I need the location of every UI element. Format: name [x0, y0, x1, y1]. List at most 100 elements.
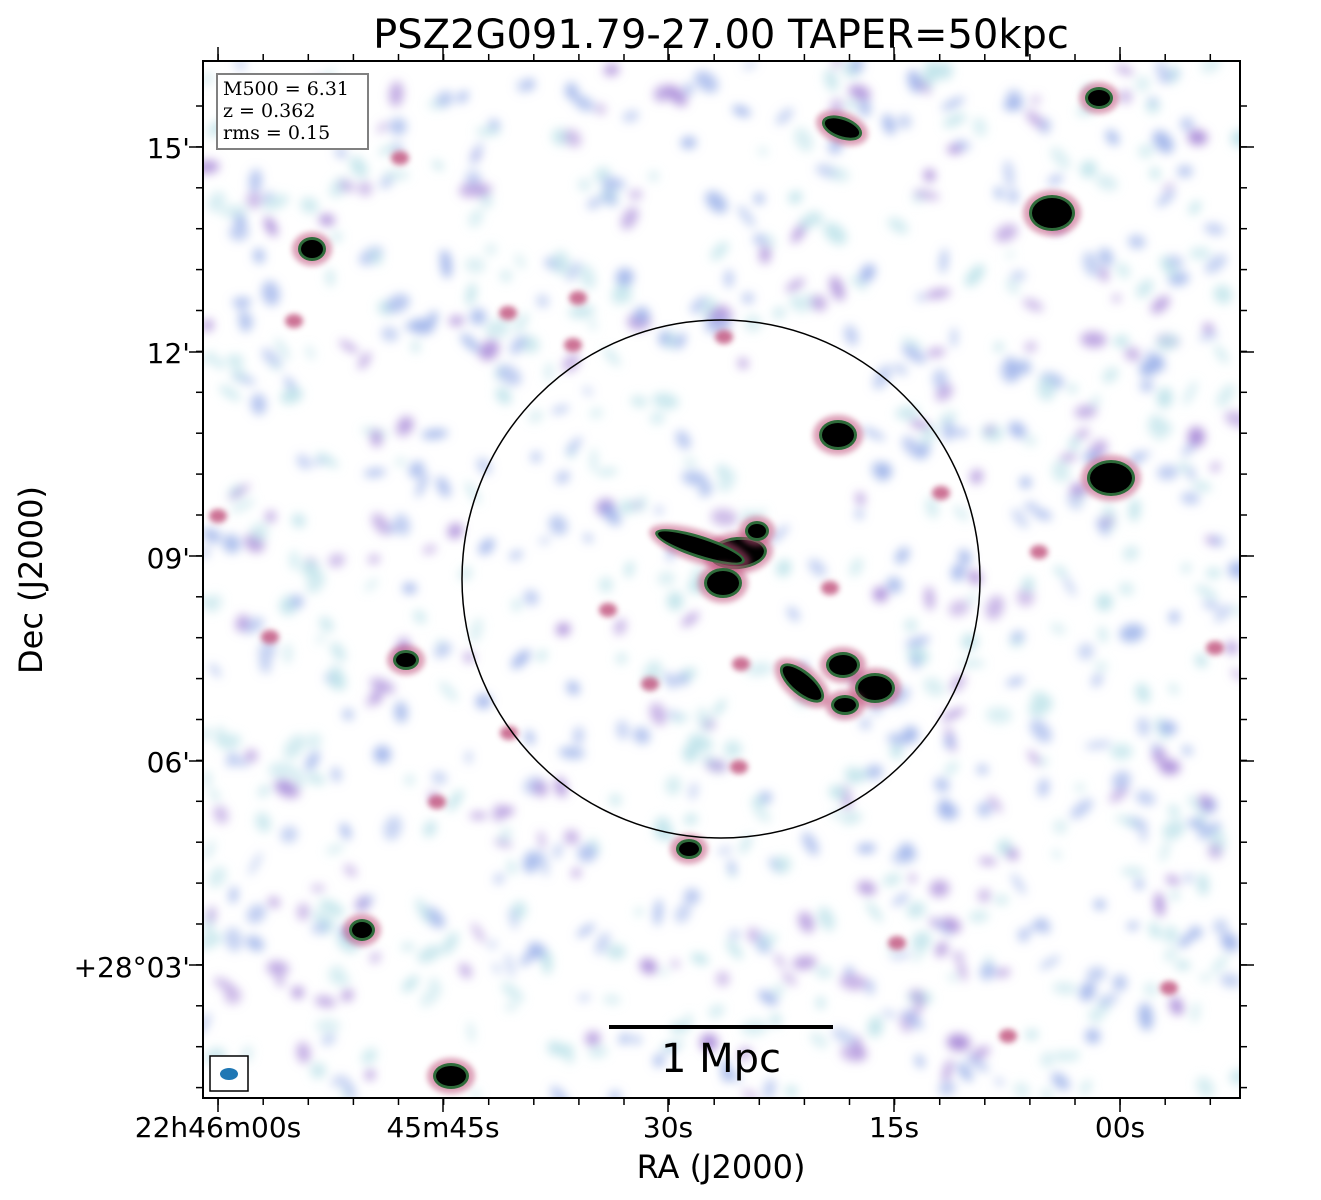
noise-blob	[1214, 604, 1233, 623]
noise-blob	[1152, 130, 1174, 154]
noise-blob	[310, 1062, 326, 1079]
noise-blob	[903, 1009, 924, 1030]
noise-blob	[572, 726, 585, 745]
noise-blob	[855, 509, 864, 519]
noise-blob	[341, 1076, 357, 1098]
noise-blob	[1169, 64, 1179, 84]
noise-blob	[1095, 174, 1118, 191]
noise-blob	[674, 903, 691, 923]
noise-blob	[976, 764, 989, 775]
noise-blob	[1204, 254, 1227, 274]
emission-knot	[732, 657, 750, 671]
noise-blob	[1040, 1051, 1056, 1068]
noise-blob	[358, 181, 373, 196]
noise-blob	[1181, 563, 1191, 574]
noise-blob	[311, 921, 329, 935]
noise-blob	[995, 968, 1011, 978]
noise-blob	[954, 139, 971, 150]
noise-blob	[1207, 843, 1223, 860]
noise-blob	[1160, 840, 1170, 863]
noise-blob	[758, 990, 778, 1006]
noise-blob	[912, 998, 925, 1017]
noise-blob	[849, 557, 863, 577]
info-mass: M500 = 6.31	[223, 78, 349, 100]
noise-blob	[710, 241, 729, 261]
noise-blob	[599, 577, 613, 593]
noise-blob	[926, 347, 946, 358]
noise-blob	[578, 178, 591, 192]
noise-blob	[204, 770, 211, 788]
noise-blob	[485, 326, 496, 337]
noise-blob	[245, 935, 265, 952]
noise-blob	[258, 785, 270, 797]
noise-blob	[1195, 653, 1208, 668]
noise-blob	[203, 319, 214, 332]
noise-blob	[1128, 234, 1146, 249]
noise-blob	[943, 420, 953, 442]
noise-blob	[857, 881, 877, 896]
noise-blob	[1196, 1076, 1215, 1098]
noise-blob	[1009, 638, 1024, 648]
noise-blob	[566, 680, 580, 695]
noise-blob	[737, 205, 756, 228]
noise-blob	[649, 702, 667, 726]
y-axis-label: Dec (J2000)	[12, 486, 50, 674]
noise-blob	[995, 1078, 1004, 1086]
noise-blob	[748, 927, 758, 943]
noise-blob	[1093, 899, 1101, 910]
noise-blob	[1137, 144, 1154, 159]
y-tick-label: 09'	[147, 542, 190, 575]
noise-blob	[479, 339, 500, 361]
noise-blob	[330, 231, 343, 243]
source-core	[834, 698, 856, 712]
noise-blob	[1096, 517, 1109, 537]
noise-blob	[763, 1078, 776, 1098]
noise-blob	[1052, 982, 1078, 995]
noise-blob	[1202, 323, 1214, 333]
noise-blob	[700, 1033, 719, 1052]
noise-blob	[946, 1033, 971, 1051]
noise-blob	[420, 984, 442, 1007]
noise-blob	[848, 84, 871, 101]
noise-blob	[951, 427, 969, 438]
noise-blob	[1204, 223, 1225, 236]
noise-blob	[699, 482, 713, 497]
noise-blob	[509, 550, 524, 560]
noise-blob	[465, 282, 477, 306]
noise-blob	[680, 136, 697, 149]
noise-blob	[291, 513, 306, 528]
noise-blob	[882, 873, 902, 886]
noise-blob	[311, 884, 325, 892]
noise-blob	[326, 268, 335, 287]
noise-blob	[296, 1042, 311, 1064]
noise-blob	[861, 427, 886, 441]
noise-blob	[1139, 379, 1154, 392]
noise-blob	[1167, 255, 1184, 268]
noise-blob	[381, 326, 399, 342]
noise-blob	[892, 893, 910, 906]
noise-blob	[943, 735, 955, 748]
noise-blob	[1156, 387, 1173, 409]
emission-knot	[428, 795, 446, 809]
noise-blob	[568, 304, 595, 319]
noise-blob	[1156, 465, 1179, 480]
noise-blob	[1112, 294, 1121, 302]
plot-title: PSZ2G091.79-27.00 TAPER=50kpc	[373, 12, 1069, 58]
noise-blob	[275, 338, 290, 360]
noise-blob	[723, 740, 742, 758]
noise-blob	[802, 832, 819, 856]
noise-blob	[715, 971, 730, 987]
noise-blob	[475, 127, 501, 136]
noise-blob	[1068, 384, 1077, 393]
noise-blob	[619, 499, 635, 515]
noise-blob	[274, 779, 300, 799]
noise-blob	[712, 699, 727, 717]
noise-blob	[291, 986, 304, 999]
noise-blob	[1192, 481, 1212, 491]
noise-blob	[446, 789, 464, 812]
noise-blob	[1182, 745, 1193, 756]
noise-blob	[1051, 1072, 1070, 1091]
noise-blob	[624, 565, 631, 575]
noise-blob	[745, 662, 774, 676]
noise-blob	[326, 843, 344, 855]
